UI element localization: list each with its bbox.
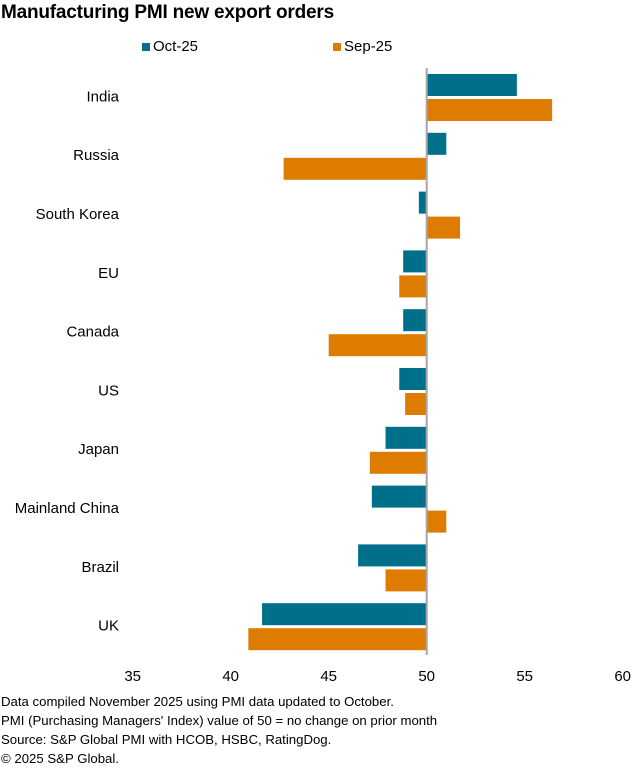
legend-label-oct-25: Oct-25 — [153, 38, 199, 55]
category-label-uk: UK — [98, 618, 119, 635]
footer-note-compiled: Data compiled November 2025 using PMI da… — [1, 694, 394, 709]
bar-russia-oct-25 — [426, 132, 447, 155]
bar-eu-oct-25 — [403, 250, 427, 273]
chart-footer: Data compiled November 2025 using PMI da… — [1, 692, 437, 768]
bar-uk-sep-25 — [248, 628, 427, 651]
legend-swatch-oct-25 — [142, 42, 150, 51]
bar-us-sep-25 — [405, 393, 427, 415]
x-tick-label-35: 35 — [124, 668, 141, 685]
category-label-eu: EU — [98, 265, 119, 282]
bar-canada-oct-25 — [403, 309, 427, 332]
x-tick-label-60: 60 — [614, 668, 631, 685]
bar-brazil-oct-25 — [358, 544, 427, 567]
x-tick-label-40: 40 — [222, 668, 239, 685]
chart-title: Manufacturing PMI new export orders — [1, 2, 334, 23]
x-tick-label-45: 45 — [320, 668, 337, 685]
footer-source: Source: S&P Global PMI with HCOB, HSBC, … — [1, 732, 332, 747]
bar-india-oct-25 — [426, 74, 517, 96]
bar-japan-oct-25 — [385, 426, 427, 449]
legend-item-sep-25: Sep-25 — [333, 38, 392, 55]
bar-mainland-china-oct-25 — [371, 485, 427, 508]
bar-mainland-china-sep-25 — [426, 510, 447, 533]
bar-south-korea-oct-25 — [418, 191, 427, 214]
category-label-russia: Russia — [73, 147, 120, 164]
bar-us-oct-25 — [399, 368, 427, 390]
bar-india-sep-25 — [426, 99, 553, 121]
bar-canada-sep-25 — [328, 334, 427, 357]
bar-eu-sep-25 — [399, 275, 427, 298]
bar-chart: India Russia South Korea EU Canada US Japan Mai… — [15, 68, 631, 685]
bar-russia-sep-25 — [283, 157, 427, 180]
bar-brazil-sep-25 — [385, 569, 427, 592]
category-label-mainland-china: Mainland China — [15, 500, 120, 517]
footer-copyright: © 2025 S&P Global. — [1, 751, 119, 766]
category-label-us: US — [98, 382, 119, 399]
category-label-india: India — [86, 88, 119, 105]
x-tick-label-55: 55 — [516, 668, 533, 685]
x-tick-label-50: 50 — [418, 668, 435, 685]
category-label-canada: Canada — [66, 324, 119, 341]
bar-uk-oct-25 — [262, 603, 427, 626]
footer-note-pmi-definition: PMI (Purchasing Managers' Index) value o… — [1, 713, 438, 728]
legend-label-sep-25: Sep-25 — [344, 38, 393, 55]
category-label-south-korea: South Korea — [36, 206, 120, 223]
bar-south-korea-sep-25 — [426, 216, 461, 239]
legend-swatch-sep-25 — [333, 42, 341, 51]
category-label-brazil: Brazil — [81, 559, 119, 576]
bar-japan-sep-25 — [369, 451, 427, 474]
legend-item-oct-25: Oct-25 — [142, 38, 198, 55]
category-label-japan: Japan — [78, 441, 119, 458]
